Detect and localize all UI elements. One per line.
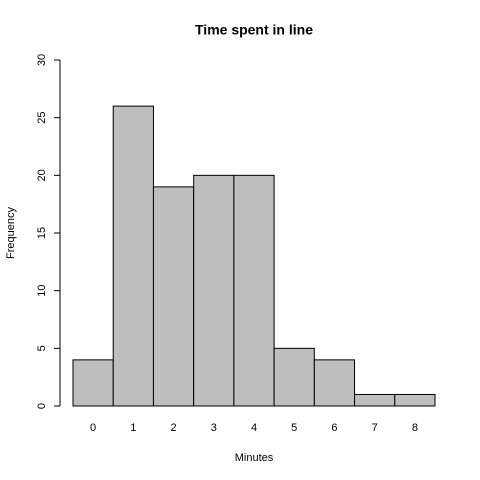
y-axis-label: Frequency xyxy=(5,207,17,259)
bar xyxy=(354,393,396,407)
bar xyxy=(193,174,235,407)
x-tick-label: 3 xyxy=(211,422,217,434)
y-tick-label: 25 xyxy=(36,112,48,124)
bar xyxy=(394,393,436,407)
bar xyxy=(72,359,114,407)
x-tick-label: 1 xyxy=(130,422,136,434)
x-tick-label: 7 xyxy=(372,422,378,434)
bar xyxy=(313,359,356,407)
bar xyxy=(233,174,275,407)
x-axis-label: Minutes xyxy=(235,452,274,464)
x-tick-label: 6 xyxy=(331,422,337,434)
y-tick-label: 10 xyxy=(36,285,48,297)
y-tick-label: 5 xyxy=(36,345,48,351)
bar xyxy=(112,105,154,407)
x-tick-label: 2 xyxy=(170,422,176,434)
chart-title: Time spent in line xyxy=(195,22,313,38)
y-tick-label: 30 xyxy=(36,54,48,66)
x-tick-label: 8 xyxy=(412,422,418,434)
y-tick-label: 0 xyxy=(36,403,48,409)
x-tick-label: 0 xyxy=(90,422,96,434)
y-tick-label: 20 xyxy=(36,169,48,181)
x-tick-label: 4 xyxy=(251,422,257,434)
bar xyxy=(152,186,195,407)
y-tick-label: 15 xyxy=(36,227,48,239)
x-tick-label: 5 xyxy=(291,422,297,434)
bar xyxy=(273,347,315,407)
